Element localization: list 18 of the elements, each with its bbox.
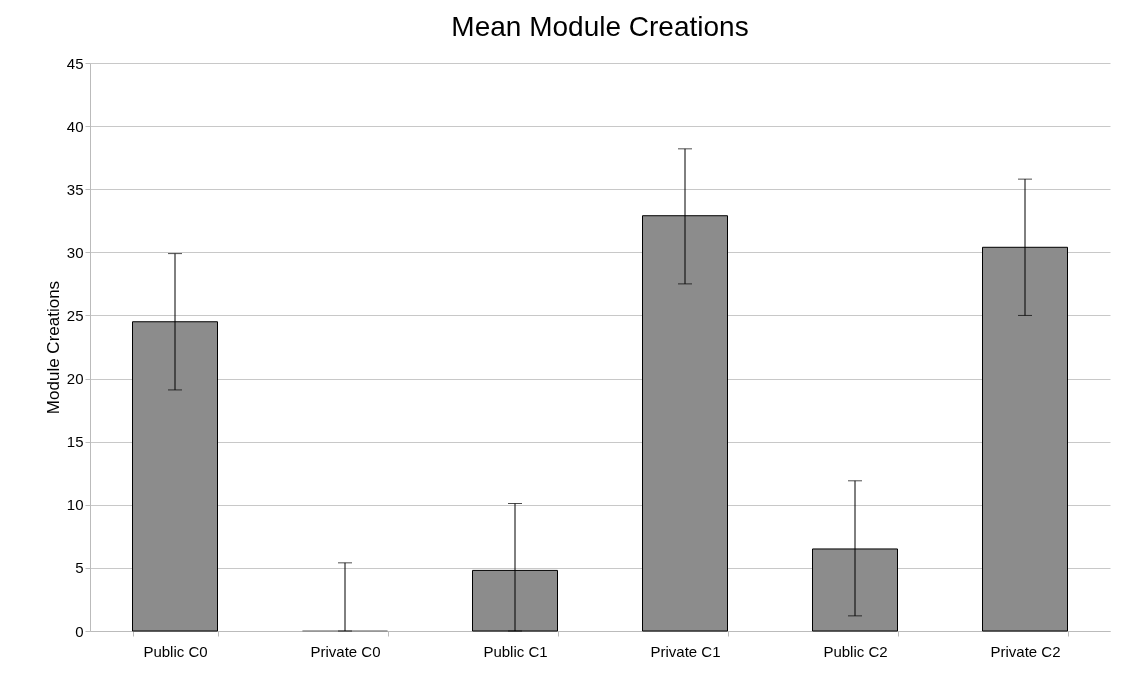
y-tick-label: 10 [66,496,84,514]
y-axis-title: Module Creations [43,280,63,415]
chart-title: Mean Module Creations [451,11,749,42]
y-tick-label: 35 [66,180,84,198]
y-tick-label: 40 [66,117,84,135]
x-tick-label: Public C2 [823,642,888,660]
y-tick-label: 20 [66,370,84,388]
y-tick-label: 25 [66,306,84,324]
x-tick-label: Public C0 [143,642,208,660]
x-tick-label: Private C2 [990,642,1061,660]
x-tick-label: Private C0 [310,642,381,660]
x-tick-label: Private C1 [650,642,721,660]
y-tick-label: 0 [75,622,84,640]
y-tick-label: 5 [75,559,84,577]
y-tick-label: 45 [66,54,84,72]
y-tick-label: 15 [66,433,84,451]
y-tick-label: 30 [66,243,84,261]
x-tick-label: Public C1 [483,642,548,660]
